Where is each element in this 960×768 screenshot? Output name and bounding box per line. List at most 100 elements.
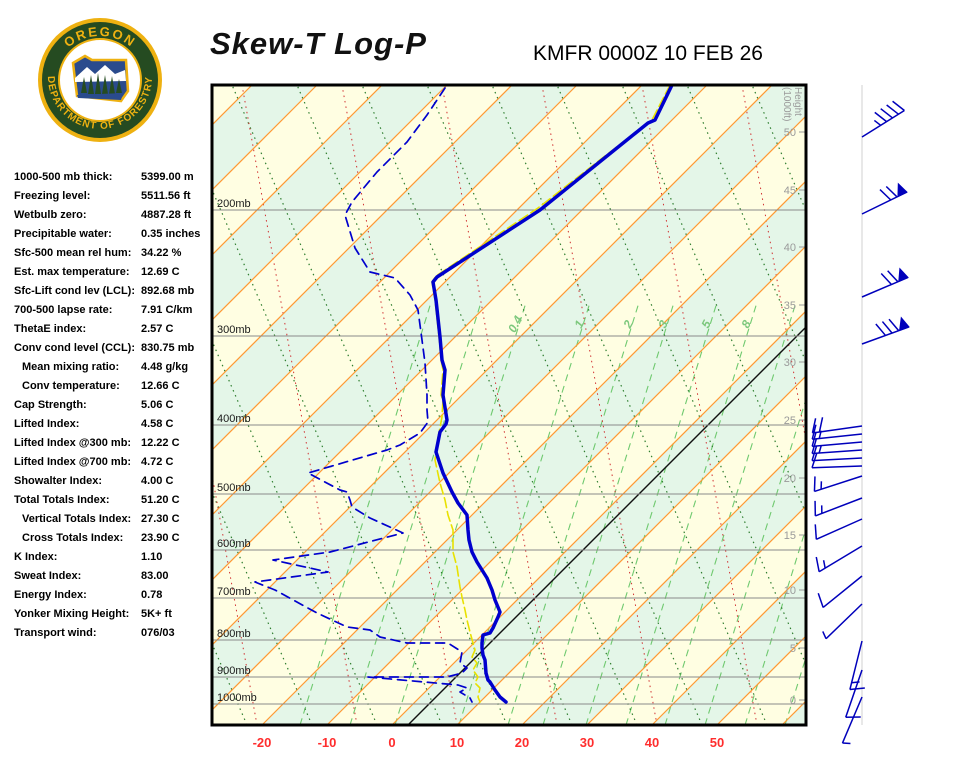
svg-text:700mb: 700mb (217, 586, 251, 598)
temperature-trace (431, 85, 674, 704)
index-label: ThetaE index: (14, 323, 87, 335)
svg-text:200mb: 200mb (217, 198, 251, 210)
index-label: Sfc-Lift cond lev (LCL): (14, 285, 135, 297)
index-row: 1000-500 mb thick: 5399.00 m (14, 169, 214, 188)
svg-text:0: 0 (790, 695, 796, 707)
svg-text:30: 30 (580, 735, 594, 750)
svg-text:30: 30 (784, 357, 796, 369)
svg-text:45: 45 (784, 185, 796, 197)
index-label: Cross Totals Index: (22, 532, 124, 544)
index-value: 4.00 C (141, 475, 174, 487)
index-row: Mean mixing ratio: 4.48 g/kg (14, 359, 214, 378)
indices-panel: 1000-500 mb thick: 5399.00 m Freezing leve… (14, 169, 214, 644)
svg-text:25: 25 (784, 415, 796, 427)
index-row: Transport wind: 076/03 (14, 625, 214, 644)
index-value: 23.90 C (141, 532, 180, 544)
index-row: Sfc-Lift cond lev (LCL): 892.68 mb (14, 283, 214, 302)
index-row: Sweat Index: 83.00 (14, 568, 214, 587)
index-row: Showalter Index: 4.00 C (14, 473, 214, 492)
index-value: 12.22 C (141, 437, 180, 449)
svg-text:5: 5 (790, 643, 796, 655)
index-row: Precipitable water: 0.35 inches (14, 226, 214, 245)
index-value: 830.75 mb (141, 342, 195, 354)
svg-text:50: 50 (710, 735, 724, 750)
index-value: 4.72 C (141, 456, 174, 468)
svg-text:35: 35 (784, 300, 796, 312)
svg-text:800mb: 800mb (217, 628, 251, 640)
index-row: Conv temperature: 12.66 C (14, 378, 214, 397)
odf-logo: OREGON DEPARTMENT OF FORESTRY (38, 18, 162, 142)
svg-text:900mb: 900mb (217, 665, 251, 677)
index-value: 892.68 mb (141, 285, 195, 297)
index-label: Wetbulb zero: (14, 209, 87, 221)
index-label: Lifted Index: (14, 418, 80, 430)
moist-adiabats (212, 85, 806, 725)
zero-isotherm-line (407, 326, 806, 725)
temperature-axis-labels: -20 -10 0 10 20 30 40 50 (253, 735, 725, 750)
svg-text:1000mb: 1000mb (217, 692, 257, 704)
index-value: 4.48 g/kg (141, 361, 189, 373)
index-label: Sfc-500 mean rel hum: (14, 247, 132, 259)
svg-text:10: 10 (450, 735, 464, 750)
index-value: 0.35 inches (141, 228, 201, 240)
index-row: Cap Strength: 5.06 C (14, 397, 214, 416)
plot-border (210, 83, 808, 727)
index-row: Vertical Totals Index: 27.30 C (14, 511, 214, 530)
page-title: Skew-T Log-P (210, 26, 427, 61)
index-label: Yonker Mixing Height: (14, 608, 130, 620)
index-value: 51.20 C (141, 494, 180, 506)
index-label: Est. max temperature: (14, 266, 130, 278)
index-row: Wetbulb zero: 4887.28 ft (14, 207, 214, 226)
index-value: 5.06 C (141, 399, 174, 411)
index-label: Freezing level: (14, 190, 91, 202)
station-datetime: KMFR 0000Z 10 FEB 26 (533, 42, 763, 65)
index-label: Lifted Index @300 mb: (14, 437, 132, 449)
index-row: Yonker Mixing Height: 5K+ ft (14, 606, 214, 625)
index-label: Sweat Index: (14, 570, 82, 582)
background-bands (212, 85, 806, 725)
index-value: 1.10 (141, 551, 163, 563)
index-label: Conv temperature: (22, 380, 120, 392)
logo-state-emblem (71, 54, 130, 103)
pressure-gridlines (212, 209, 806, 705)
svg-text:20: 20 (784, 473, 796, 485)
index-label: K Index: (14, 551, 58, 563)
index-row: Lifted Index: 4.58 C (14, 416, 214, 435)
index-label: Precipitable water: (14, 228, 112, 240)
wind-barbs (811, 100, 910, 745)
index-row: 700-500 lapse rate: 7.91 C/km (14, 302, 214, 321)
index-label: Total Totals Index: (14, 494, 110, 506)
index-row: Cross Totals Index: 23.90 C (14, 530, 214, 549)
index-row: Lifted Index @700 mb: 4.72 C (14, 454, 214, 473)
svg-text:-10: -10 (318, 735, 337, 750)
pressure-labels: 200mb 300mb 400mb 500mb 600mb 700mb 800mb 900mb… (217, 198, 257, 704)
index-value: 5K+ ft (141, 608, 172, 620)
index-value: 27.30 C (141, 513, 180, 525)
dry-adiabats (212, 85, 806, 725)
index-value: 4.58 C (141, 418, 174, 430)
index-row: Conv cond level (CCL): 830.75 mb (14, 340, 214, 359)
svg-text:500mb: 500mb (217, 482, 251, 494)
svg-text:40: 40 (784, 242, 796, 254)
logo-trees (81, 73, 122, 94)
index-value: 7.91 C/km (141, 304, 193, 316)
index-value: 4887.28 ft (141, 209, 192, 221)
svg-text:600mb: 600mb (217, 538, 251, 550)
svg-text:15: 15 (784, 530, 796, 542)
isotherms (212, 85, 806, 725)
svg-text:400mb: 400mb (217, 413, 251, 425)
index-value: 5399.00 m (141, 171, 194, 183)
index-row: K Index: 1.10 (14, 549, 214, 568)
svg-text:40: 40 (645, 735, 659, 750)
index-label: Energy Index: (14, 589, 87, 601)
svg-text:0: 0 (388, 735, 395, 750)
index-row: Sfc-500 mean rel hum: 34.22 % (14, 245, 214, 264)
svg-text:-20: -20 (253, 735, 272, 750)
index-value: 83.00 (141, 570, 169, 582)
index-label: Showalter Index: (14, 475, 103, 487)
index-row: Energy Index: 0.78 (14, 587, 214, 606)
index-label: 700-500 lapse rate: (14, 304, 113, 316)
svg-text:50: 50 (784, 127, 796, 139)
